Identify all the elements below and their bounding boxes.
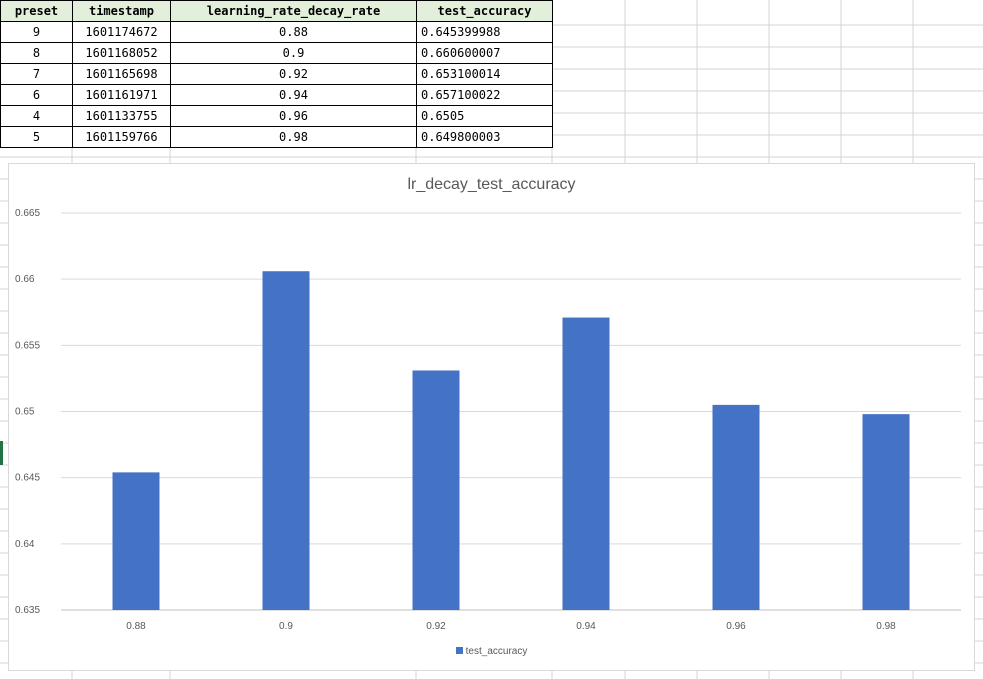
active-row-marker (0, 441, 3, 465)
x-tick-label: 0.88 (126, 621, 146, 632)
table-row: 9 1601174672 0.88 0.645399988 (0, 21, 553, 43)
bar-0.88[interactable] (112, 472, 160, 610)
cell-lr[interactable]: 0.96 (170, 105, 417, 127)
x-tick-label: 0.96 (726, 621, 746, 632)
bar-0.94[interactable] (562, 317, 610, 610)
cell-accuracy[interactable]: 0.657100022 (416, 84, 553, 106)
cell-preset[interactable]: 6 (0, 84, 73, 106)
y-tick-label: 0.655 (15, 340, 40, 351)
header-timestamp[interactable]: timestamp (72, 0, 171, 22)
cell-preset[interactable]: 5 (0, 126, 73, 148)
x-tick-label: 0.92 (426, 621, 446, 632)
chart-plot: 0.635 0.64 0.645 0.65 0.655 0.66 0.665 0.88 0.9 0… (15, 208, 961, 632)
cell-lr[interactable]: 0.94 (170, 84, 417, 106)
cell-preset[interactable]: 7 (0, 63, 73, 85)
cell-timestamp[interactable]: 1601174672 (72, 21, 171, 43)
table-row: 7 1601165698 0.92 0.653100014 (0, 63, 553, 85)
table-header-row: preset timestamp learning_rate_decay_rat… (0, 0, 553, 22)
table-row: 4 1601133755 0.96 0.6505 (0, 105, 553, 127)
chart-title: lr_decay_test_accuracy (407, 176, 576, 193)
bar-0.98[interactable] (862, 414, 910, 610)
cell-accuracy[interactable]: 0.6505 (416, 105, 553, 127)
y-tick-label: 0.64 (15, 539, 35, 550)
cell-preset[interactable]: 4 (0, 105, 73, 127)
chart-legend[interactable]: test_accuracy (9, 646, 974, 657)
legend-label: test_accuracy (465, 646, 528, 657)
x-tick-label: 0.9 (279, 621, 293, 632)
bar-0.96[interactable] (712, 404, 760, 610)
header-preset[interactable]: preset (0, 0, 73, 22)
cell-timestamp[interactable]: 1601168052 (72, 42, 171, 64)
y-tick-label: 0.665 (15, 208, 40, 219)
cell-lr[interactable]: 0.88 (170, 21, 417, 43)
cell-lr[interactable]: 0.92 (170, 63, 417, 85)
y-tick-label: 0.65 (15, 407, 35, 418)
cell-timestamp[interactable]: 1601133755 (72, 105, 171, 127)
x-tick-label: 0.94 (576, 621, 596, 632)
x-tick-label: 0.98 (876, 621, 896, 632)
cell-accuracy[interactable]: 0.649800003 (416, 126, 553, 148)
y-tick-label: 0.66 (15, 274, 35, 285)
cell-timestamp[interactable]: 1601161971 (72, 84, 171, 106)
y-tick-label: 0.635 (15, 605, 40, 616)
bar-0.92[interactable] (412, 370, 460, 610)
header-test-accuracy[interactable]: test_accuracy (416, 0, 553, 22)
table-row: 6 1601161971 0.94 0.657100022 (0, 84, 553, 106)
bar-0.9[interactable] (262, 271, 310, 610)
data-table: preset timestamp learning_rate_decay_rat… (0, 0, 553, 148)
cell-accuracy[interactable]: 0.645399988 (416, 21, 553, 43)
legend-swatch (455, 647, 463, 654)
cell-accuracy[interactable]: 0.660600007 (416, 42, 553, 64)
cell-timestamp[interactable]: 1601165698 (72, 63, 171, 85)
table-row: 5 1601159766 0.98 0.649800003 (0, 126, 553, 148)
cell-lr[interactable]: 0.98 (170, 126, 417, 148)
cell-timestamp[interactable]: 1601159766 (72, 126, 171, 148)
y-tick-label: 0.645 (15, 473, 40, 484)
table-row: 8 1601168052 0.9 0.660600007 (0, 42, 553, 64)
cell-accuracy[interactable]: 0.653100014 (416, 63, 553, 85)
cell-preset[interactable]: 8 (0, 42, 73, 64)
header-learning-rate-decay-rate[interactable]: learning_rate_decay_rate (170, 0, 417, 22)
cell-lr[interactable]: 0.9 (170, 42, 417, 64)
chart-area[interactable]: lr_decay_test_accuracy 0.635 0.64 0.645 0.6… (8, 163, 975, 671)
cell-preset[interactable]: 9 (0, 21, 73, 43)
